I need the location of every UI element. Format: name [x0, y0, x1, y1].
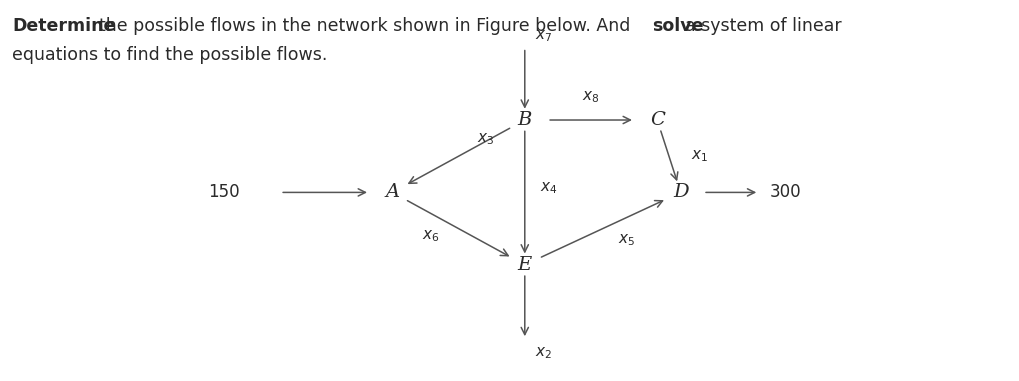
Text: $x_1$: $x_1$ — [691, 148, 708, 164]
Text: D: D — [673, 183, 689, 202]
Text: solve: solve — [652, 17, 704, 35]
Text: equations to find the possible flows.: equations to find the possible flows. — [12, 46, 327, 64]
Text: $x_7$: $x_7$ — [535, 28, 552, 44]
Text: $x_6$: $x_6$ — [422, 229, 439, 245]
Text: $x_4$: $x_4$ — [540, 181, 557, 197]
Text: $x_3$: $x_3$ — [478, 131, 494, 147]
Text: $x_5$: $x_5$ — [618, 232, 635, 248]
Text: Determine: Determine — [12, 17, 115, 35]
Text: B: B — [518, 111, 532, 129]
Text: $x_8$: $x_8$ — [582, 89, 600, 105]
Text: A: A — [385, 183, 399, 202]
Text: 150: 150 — [208, 183, 239, 202]
Text: a system of linear: a system of linear — [685, 17, 842, 35]
Text: E: E — [518, 256, 532, 274]
Text: $x_2$: $x_2$ — [535, 345, 552, 360]
Text: 300: 300 — [769, 183, 801, 202]
Text: C: C — [650, 111, 664, 129]
Text: the possible flows in the network shown in Figure below. And: the possible flows in the network shown … — [99, 17, 630, 35]
